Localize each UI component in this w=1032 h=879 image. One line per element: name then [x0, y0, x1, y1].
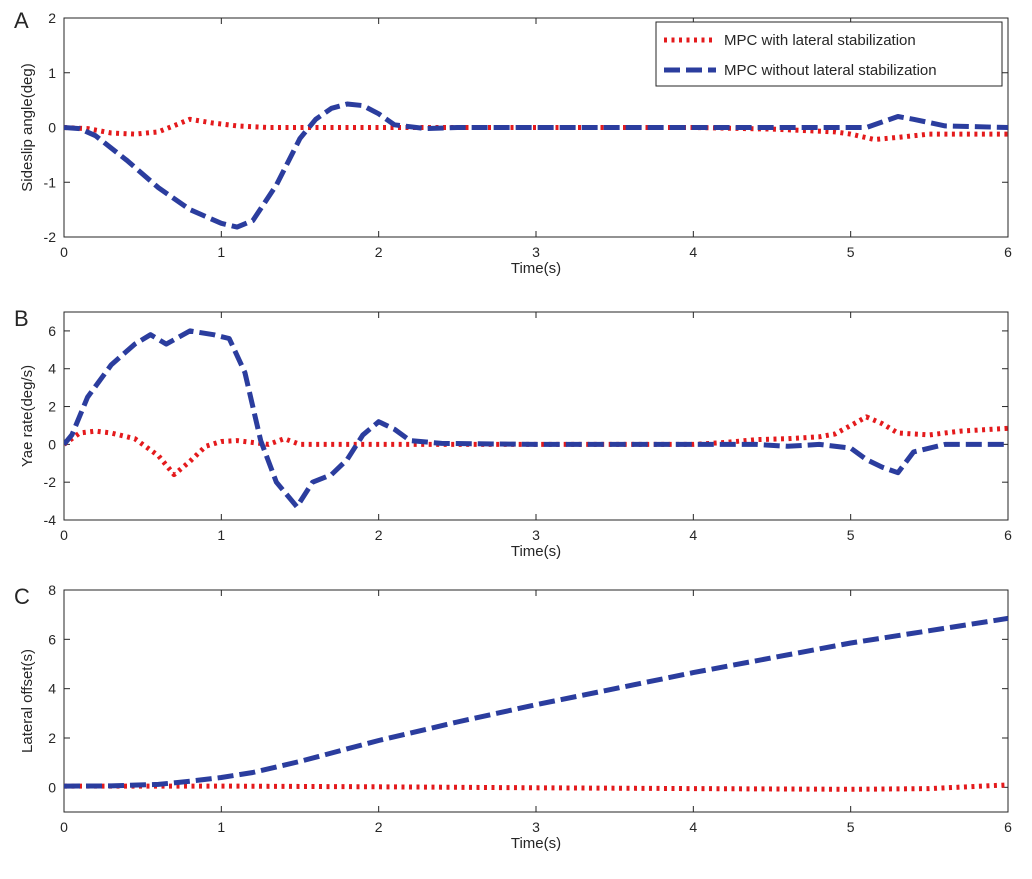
x-axis-label: Time(s) [511, 260, 561, 277]
panel-letter: C [14, 584, 30, 609]
y-tick-label: -2 [44, 229, 57, 245]
x-tick-label: 6 [1004, 527, 1012, 543]
x-tick-label: 0 [60, 244, 68, 260]
y-tick-label: 2 [48, 399, 56, 415]
legend: MPC with lateral stabilization MPC withou… [655, 21, 1003, 87]
x-tick-label: 1 [217, 527, 225, 543]
panel-letter: A [14, 8, 29, 33]
legend-label: MPC without lateral stabilization [724, 62, 937, 79]
x-tick-label: 3 [532, 527, 540, 543]
y-tick-label: -4 [44, 512, 57, 528]
legend-box [655, 21, 1003, 87]
series-line-without-stabilization [64, 101, 1008, 230]
series-group [64, 328, 1008, 510]
x-tick-label: 1 [217, 819, 225, 835]
x-tick-label: 6 [1004, 819, 1012, 835]
x-tick-label: 6 [1004, 244, 1012, 260]
plot-area [63, 589, 1009, 813]
x-axis-label: Time(s) [511, 835, 561, 852]
x-tick-label: 5 [847, 819, 855, 835]
x-tick-label: 2 [375, 244, 383, 260]
x-tick-label: 3 [532, 244, 540, 260]
y-tick-label: -1 [44, 174, 57, 190]
y-tick-label: 0 [48, 779, 56, 795]
y-axis-label: Sideslip angle(deg) [19, 63, 36, 191]
x-tick-label: 4 [689, 244, 697, 260]
series-group [64, 101, 1008, 230]
y-tick-label: 2 [48, 10, 56, 26]
panel-c: 0 1 2 3 4 5 6 0 2 4 6 8 Time(s) Lateral offset(s) C [14, 582, 1012, 852]
series-line-without-stabilization [64, 328, 1008, 510]
y-tick-label: -2 [44, 474, 57, 490]
y-tick-label: 0 [48, 120, 56, 136]
y-tick-label: 4 [48, 361, 56, 377]
y-tick-label: 2 [48, 730, 56, 746]
series-group [64, 615, 1008, 792]
x-tick-label: 4 [689, 527, 697, 543]
x-tick-label: 2 [375, 527, 383, 543]
x-tick-label: 3 [532, 819, 540, 835]
panel-letter: B [14, 306, 29, 331]
panel-b: 0 1 2 3 4 5 6 -4 -2 0 2 4 6 Time(s) Yae rate(deg/s) B [14, 306, 1012, 560]
y-tick-label: 6 [48, 323, 56, 339]
x-tick-label: 1 [217, 244, 225, 260]
y-tick-label: 6 [48, 631, 56, 647]
x-tick-label: 0 [60, 819, 68, 835]
legend-label: MPC with lateral stabilization [724, 32, 916, 49]
series-line-with-stabilization [64, 414, 1008, 478]
x-axis-label: Time(s) [511, 543, 561, 560]
x-tick-label: 5 [847, 527, 855, 543]
panel-a: 0 1 2 3 4 5 6 -2 -1 0 1 2 Time(s) Sideslip angle(deg)… [14, 8, 1012, 277]
x-tick-label: 0 [60, 527, 68, 543]
y-tick-label: 1 [48, 65, 56, 81]
y-tick-label: 4 [48, 681, 56, 697]
y-tick-label: 8 [48, 582, 56, 598]
x-tick-label: 5 [847, 244, 855, 260]
y-axis-label: Lateral offset(s) [19, 649, 36, 753]
y-tick-label: 0 [48, 436, 56, 452]
series-line-without-stabilization [64, 615, 1008, 789]
y-axis-label: Yae rate(deg/s) [19, 365, 36, 467]
x-tick-label: 2 [375, 819, 383, 835]
x-tick-label: 4 [689, 819, 697, 835]
